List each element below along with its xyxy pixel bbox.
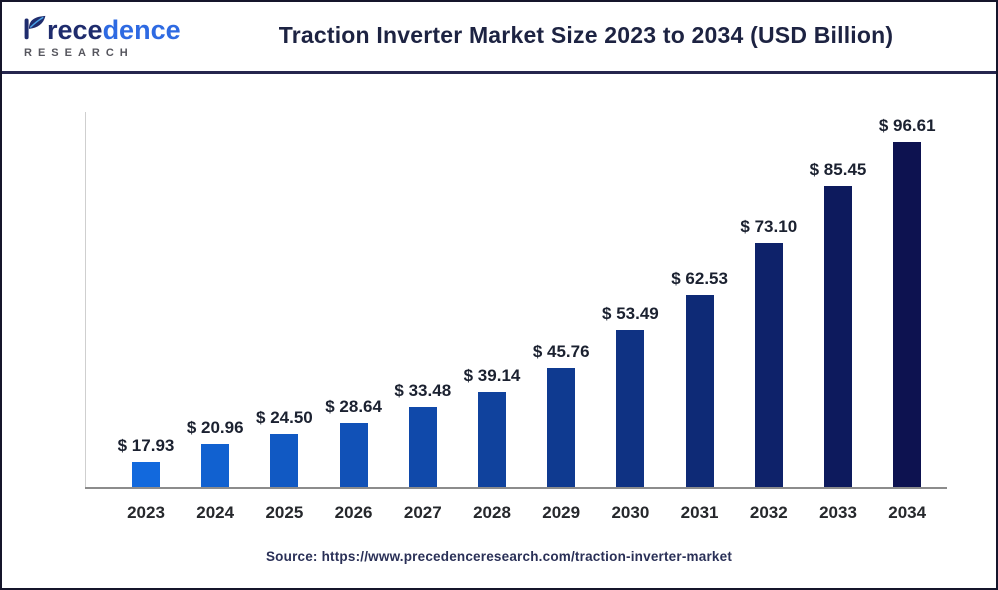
value-label-2029: $ 45.76 (532, 342, 590, 361)
bar-2031 (685, 295, 714, 487)
value-label-2026: $ 28.64 (325, 397, 382, 416)
bar-chart: $ 17.93 2023 $ 20.96 2024 $ 24.50 2025 $ 28.64… (0, 74, 998, 550)
logo-wordmark: rece dence (22, 12, 212, 44)
value-label-2027: $ 33.48 (394, 381, 452, 400)
value-label-2023: $ 17.93 (117, 436, 175, 455)
value-label-2028: $ 39.14 (463, 366, 521, 385)
bar-2024 (201, 444, 230, 487)
bar-2026 (339, 423, 368, 487)
x-tick-2028: 2028 (473, 503, 511, 522)
bar-2027 (408, 407, 437, 487)
logo-text-blue: dence (102, 15, 181, 45)
value-label-2025: $ 24.50 (256, 408, 313, 427)
value-label-2034: $ 96.61 (878, 116, 936, 135)
x-tick-2034: 2034 (888, 503, 927, 522)
precedence-research-logo: rece dence RESEARCH (0, 12, 212, 59)
bar-2034 (893, 142, 922, 487)
x-tick-2023: 2023 (127, 503, 165, 522)
x-tick-2027: 2027 (403, 503, 442, 522)
x-axis-baseline (85, 487, 947, 489)
bar-2029 (547, 368, 576, 487)
value-label-2024: $ 20.96 (186, 418, 244, 437)
y-axis-line (85, 112, 86, 487)
bar-2023 (132, 462, 160, 487)
value-label-2031: $ 62.53 (671, 269, 728, 288)
source-text: Source: https://www.precedenceresearch.c… (265, 549, 733, 564)
x-tick-2032: 2032 (749, 503, 788, 522)
x-tick-2025: 2025 (265, 503, 304, 522)
bar-2033 (824, 186, 852, 487)
bar-2032 (754, 243, 783, 487)
x-tick-2031: 2031 (680, 503, 719, 522)
leaf-p-icon (24, 15, 46, 40)
logo-subtitle: RESEARCH (24, 47, 134, 59)
x-tick-2026: 2026 (334, 503, 373, 522)
logo-text-navy: rece (47, 15, 103, 45)
x-tick-2024: 2024 (196, 503, 235, 522)
bar-2030 (616, 330, 645, 487)
value-label-2032: $ 73.10 (740, 217, 798, 236)
x-tick-2029: 2029 (542, 503, 581, 522)
value-label-2030: $ 53.49 (602, 304, 659, 323)
value-label-2033: $ 85.45 (809, 160, 867, 179)
x-tick-2033: 2033 (819, 503, 857, 522)
header: rece dence RESEARCH Traction Inverter Mar… (0, 0, 998, 74)
bar-2025 (270, 434, 299, 487)
chart-title: Traction Inverter Market Size 2023 to 20… (278, 22, 894, 48)
bar-2028 (478, 392, 506, 487)
x-tick-2030: 2030 (611, 503, 650, 522)
